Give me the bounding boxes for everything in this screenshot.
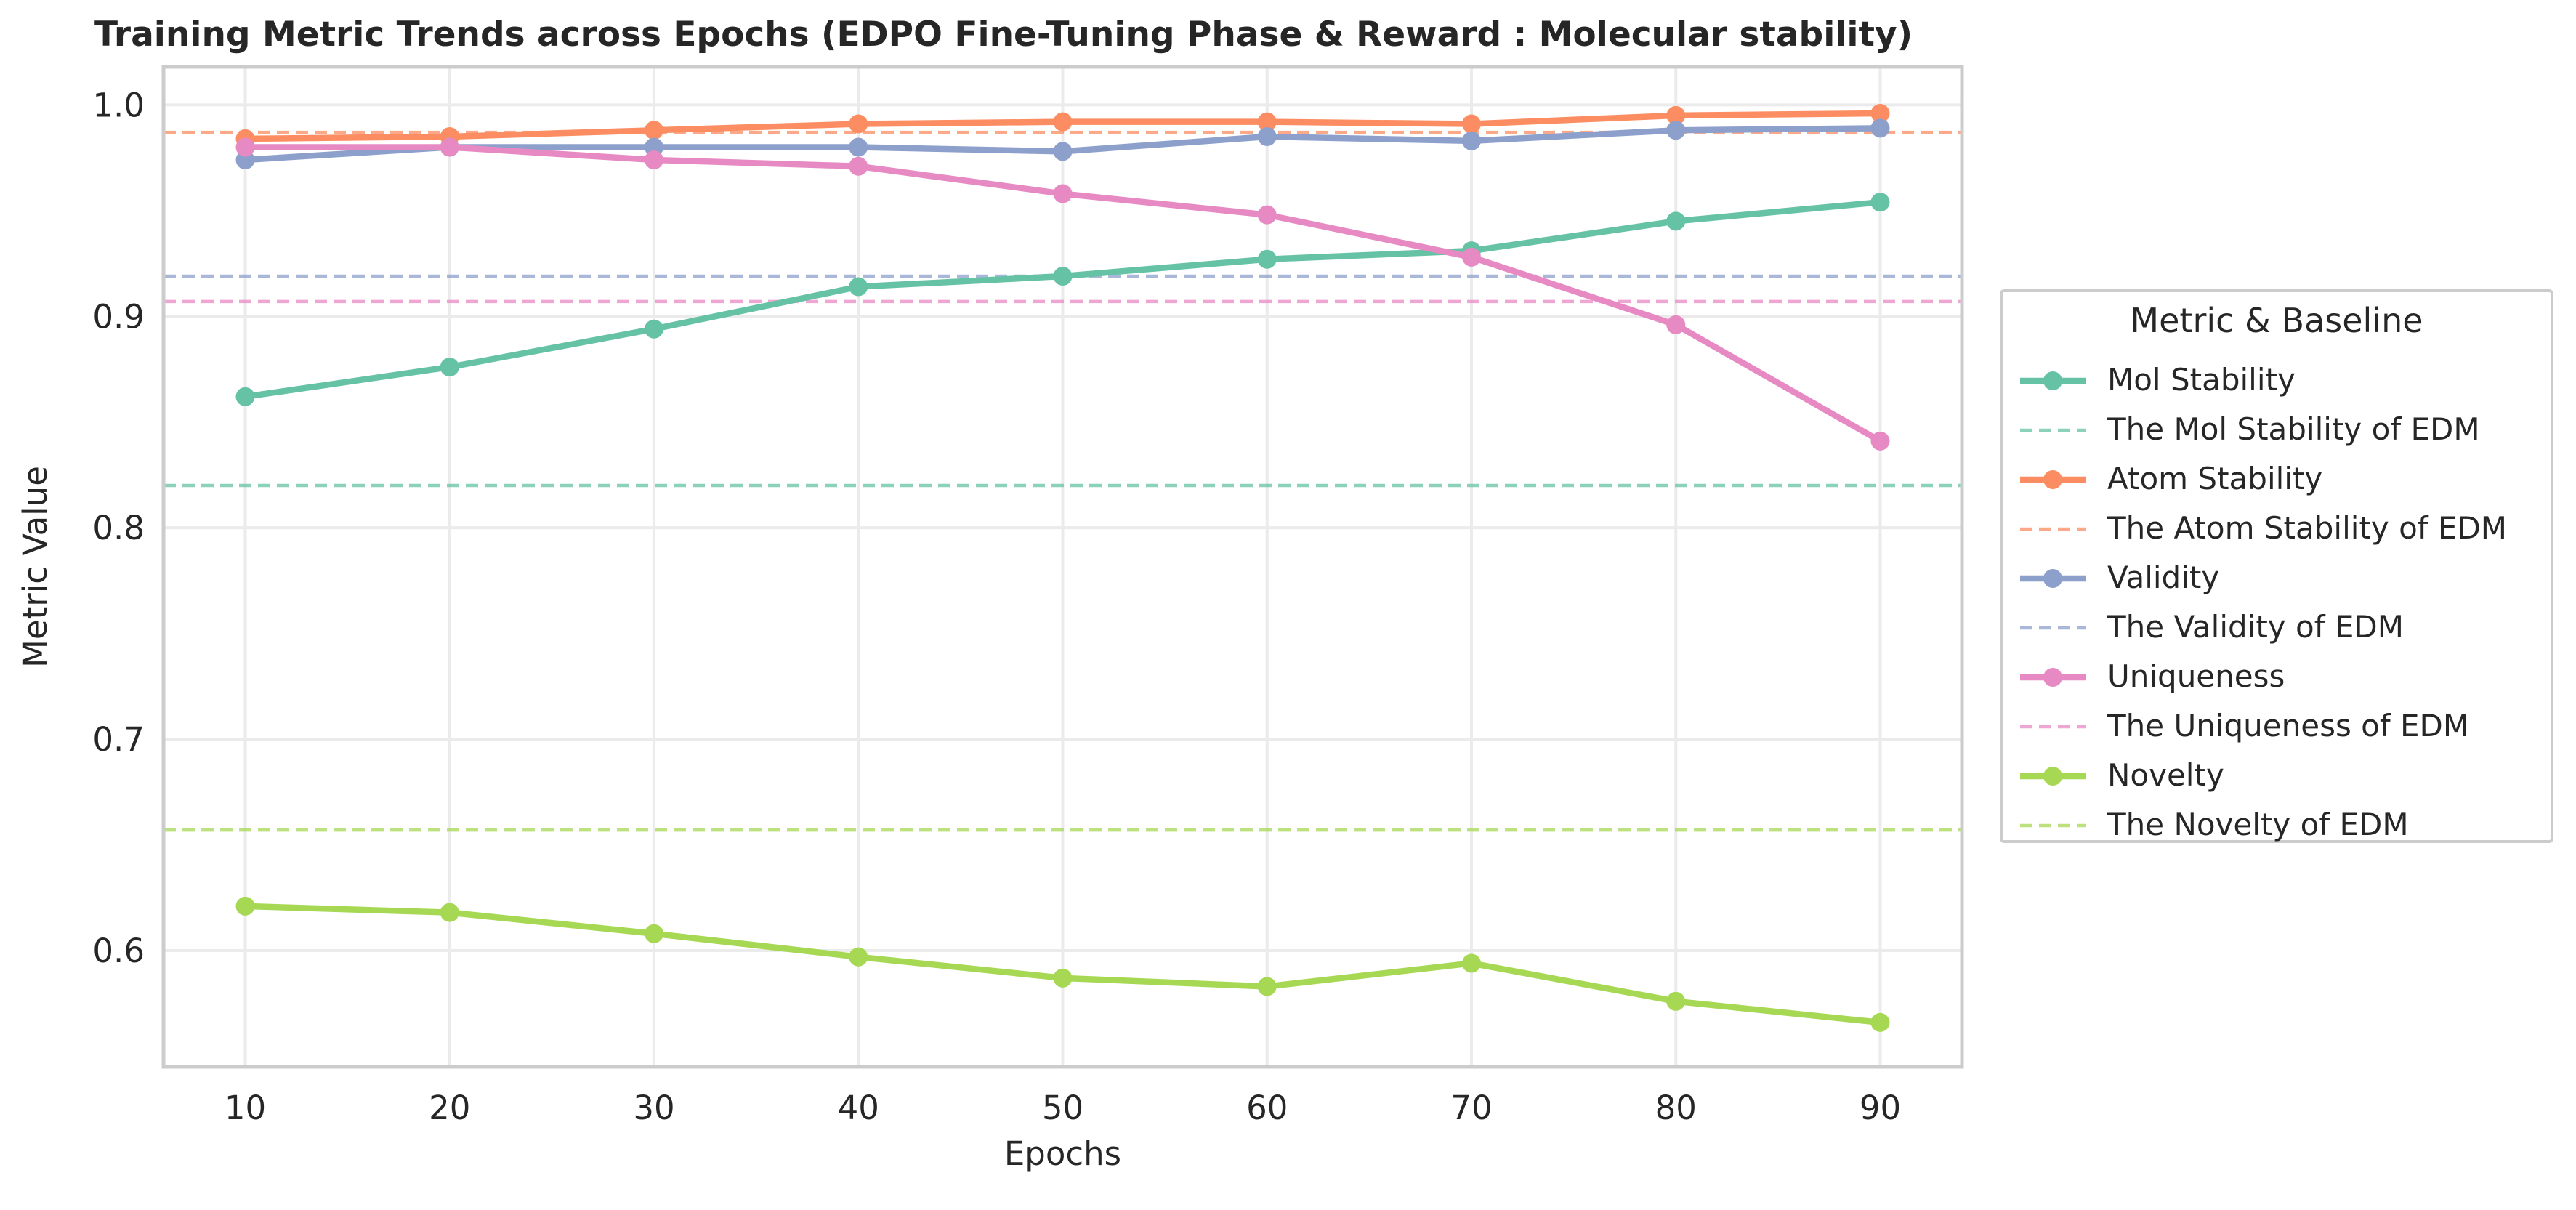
series-mol-stability <box>235 193 1890 406</box>
legend-label: The Validity of EDM <box>2107 609 2404 645</box>
data-point-uniqueness <box>1257 205 1277 225</box>
data-point-validity <box>1870 118 1890 138</box>
legend-item-the-validity-of-edm: The Validity of EDM <box>2003 603 2551 653</box>
legend-dashed-line-icon <box>2020 428 2086 432</box>
data-point-uniqueness <box>1870 431 1890 451</box>
data-point-mol-stability <box>1666 211 1686 231</box>
data-point-uniqueness <box>645 150 663 169</box>
data-point-uniqueness <box>1666 315 1686 334</box>
legend-item-validity: Validity <box>2003 554 2551 603</box>
data-point-uniqueness <box>1462 247 1481 267</box>
y-tick-label: 0.8 <box>92 509 145 547</box>
data-point-validity <box>1666 121 1686 140</box>
data-point-atom-stability <box>1870 104 1890 123</box>
y-tick-label: 0.6 <box>92 932 145 970</box>
x-axis-label: Epochs <box>1004 1134 1121 1173</box>
x-tick-label: 40 <box>838 1089 879 1127</box>
tick-labels: 10 20 30 40 50 60 70 80 90 0.6 0.7 0.8 0.9 1.0 <box>92 86 1901 1127</box>
legend-line-marker-icon <box>2020 470 2086 489</box>
series-lines <box>235 104 1890 1032</box>
data-point-mol-stability <box>1053 267 1073 286</box>
legend-line-marker-icon <box>2020 668 2086 687</box>
legend-label: The Uniqueness of EDM <box>2107 708 2470 743</box>
data-point-novelty <box>1462 953 1481 973</box>
legend-label: Atom Stability <box>2107 461 2323 496</box>
y-tick-label: 1.0 <box>92 86 145 124</box>
x-tick-label: 80 <box>1655 1089 1697 1127</box>
legend-item-atom-stability: Atom Stability <box>2003 455 2551 504</box>
legend-item-the-mol-stability-of-edm: The Mol Stability of EDM <box>2003 406 2551 455</box>
data-point-uniqueness <box>1053 184 1073 203</box>
legend-label: Validity <box>2107 560 2220 595</box>
data-point-novelty <box>235 896 255 916</box>
data-point-validity <box>1462 131 1481 150</box>
legend-title: Metric & Baseline <box>2130 301 2423 340</box>
data-point-atom-stability <box>1053 112 1073 132</box>
legend-dashed-line-icon <box>2020 823 2086 828</box>
series-uniqueness <box>235 137 1890 451</box>
series-novelty <box>235 896 1890 1032</box>
y-tick-label: 0.7 <box>92 720 145 759</box>
data-point-novelty <box>1257 977 1277 996</box>
data-point-mol-stability <box>440 358 459 377</box>
legend-dashed-line-icon <box>2020 527 2086 531</box>
data-point-novelty <box>645 924 663 943</box>
data-point-novelty <box>1053 968 1073 988</box>
chart-title: Training Metric Trends across Epochs (ED… <box>94 15 1913 55</box>
data-point-atom-stability <box>1666 105 1686 125</box>
data-point-validity <box>1257 127 1277 146</box>
legend-dashed-line-icon <box>2020 626 2086 630</box>
data-point-uniqueness <box>849 156 868 176</box>
legend-label: Uniqueness <box>2107 658 2285 694</box>
data-point-novelty <box>849 947 868 967</box>
legend-label: The Atom Stability of EDM <box>2107 510 2508 546</box>
legend-line-marker-icon <box>2020 767 2086 786</box>
data-point-uniqueness <box>440 137 459 157</box>
legend-dashed-line-icon <box>2020 725 2086 729</box>
legend-item-the-novelty-of-edm: The Novelty of EDM <box>2003 801 2551 850</box>
legend-item-novelty: Novelty <box>2003 751 2551 801</box>
x-tick-label: 30 <box>633 1089 674 1127</box>
data-point-atom-stability <box>849 114 868 134</box>
legend-item-mol-stability: Mol Stability <box>2003 356 2551 406</box>
data-point-novelty <box>440 903 459 922</box>
legend-line-marker-icon <box>2020 371 2086 390</box>
legend-item-the-uniqueness-of-edm: The Uniqueness of EDM <box>2003 702 2551 751</box>
data-point-mol-stability <box>1870 193 1890 212</box>
legend-item-uniqueness: Uniqueness <box>2003 653 2551 702</box>
data-point-mol-stability <box>645 319 663 339</box>
x-tick-label: 10 <box>225 1089 266 1127</box>
x-tick-label: 90 <box>1860 1089 1901 1127</box>
data-point-validity <box>1053 142 1073 161</box>
data-point-novelty <box>1870 1012 1890 1032</box>
legend-label: Novelty <box>2107 757 2224 793</box>
x-tick-label: 20 <box>429 1089 470 1127</box>
data-point-mol-stability <box>235 387 255 406</box>
data-point-atom-stability <box>645 121 663 140</box>
grid-lines <box>163 67 1962 1067</box>
x-tick-label: 50 <box>1042 1089 1083 1127</box>
legend-label: The Novelty of EDM <box>2107 807 2409 842</box>
data-point-uniqueness <box>235 137 255 157</box>
legend: Metric & Baseline Mol Stability The Mol S… <box>2000 289 2553 843</box>
plot-frame <box>161 65 1964 1069</box>
legend-item-the-atom-stability-of-edm: The Atom Stability of EDM <box>2003 504 2551 554</box>
data-point-atom-stability <box>1462 114 1481 134</box>
legend-line-marker-icon <box>2020 569 2086 588</box>
legend-label: The Mol Stability of EDM <box>2107 411 2480 447</box>
x-tick-label: 70 <box>1450 1089 1492 1127</box>
data-point-mol-stability <box>849 277 868 297</box>
data-point-atom-stability <box>1257 112 1277 132</box>
data-point-novelty <box>1666 991 1686 1011</box>
y-tick-label: 0.9 <box>92 297 145 336</box>
y-axis-label: Metric Value <box>16 466 54 668</box>
x-tick-label: 60 <box>1246 1089 1288 1127</box>
data-point-validity <box>849 137 868 157</box>
legend-label: Mol Stability <box>2107 362 2296 398</box>
data-point-mol-stability <box>1257 249 1277 269</box>
